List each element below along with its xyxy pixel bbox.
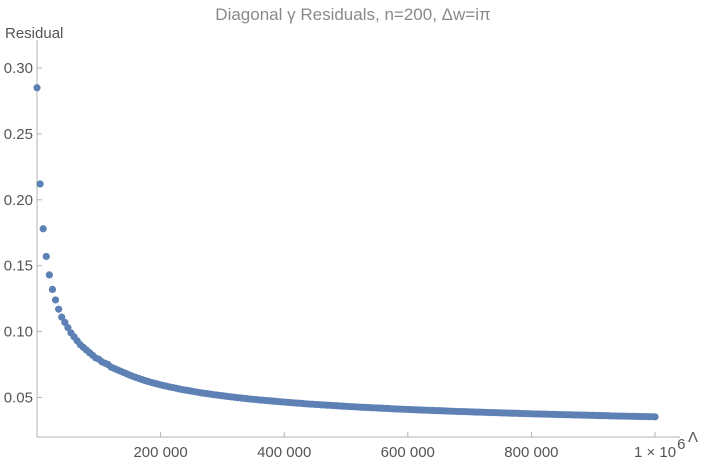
y-tick-label: 0.05	[4, 389, 33, 406]
y-axis-ticks: 0.05 0.10 0.15 0.20 0.25 0.30	[4, 60, 42, 406]
y-tick-label: 0.10	[4, 324, 33, 341]
y-tick-label: 0.20	[4, 192, 33, 209]
y-axis-label: Residual	[5, 25, 63, 42]
x-tick-label: 600 000	[381, 444, 435, 461]
x-tick-label: 1 × 10	[634, 444, 676, 461]
x-tick-label: 400 000	[257, 444, 311, 461]
data-point	[51, 296, 60, 304]
x-tick-label: 200 000	[133, 444, 187, 461]
data-point	[39, 225, 47, 233]
data-point	[33, 84, 41, 92]
data-point	[48, 285, 57, 293]
chart-title: Diagonal γ Residuals, n=200, Δw=iπ	[215, 5, 490, 24]
data-point	[45, 271, 53, 279]
x-tick-exponent: 6	[677, 436, 685, 453]
data-series	[33, 84, 659, 421]
x-tick-label: 800 000	[504, 444, 558, 461]
data-point	[58, 313, 66, 321]
x-axis-ticks: 200 000 400 000 600 000 800 000 1 × 10 6	[133, 432, 685, 461]
data-point	[61, 318, 69, 326]
data-point	[42, 252, 50, 261]
data-point	[55, 305, 63, 313]
x-axis-label: Λ	[688, 429, 698, 446]
y-tick-label: 0.30	[4, 60, 33, 77]
y-tick-label: 0.15	[4, 258, 33, 275]
data-point	[36, 180, 44, 188]
y-tick-label: 0.25	[4, 126, 33, 143]
data-point	[64, 324, 72, 332]
data-point	[651, 413, 659, 421]
